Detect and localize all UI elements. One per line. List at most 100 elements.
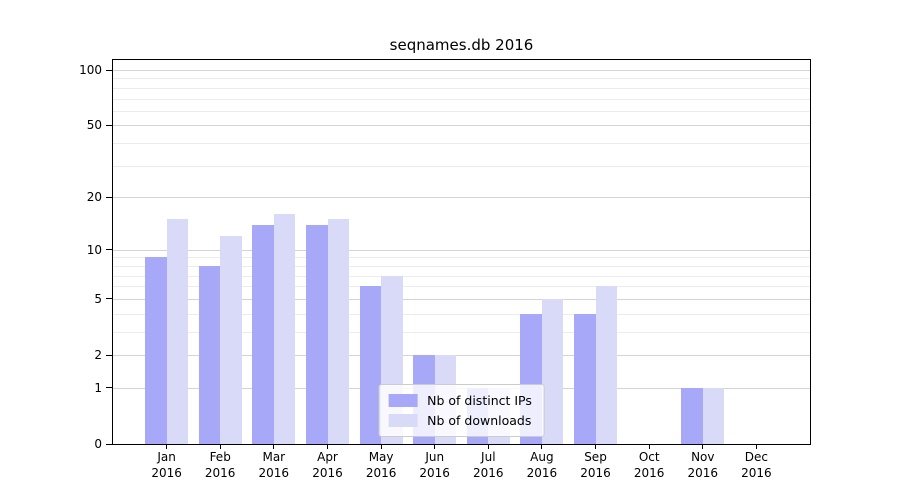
bar-nb-of-distinct-ips-nov: [681, 387, 703, 444]
y-tick-50: [106, 124, 112, 126]
plot-area: Nb of distinct IPs Nb of downloads: [112, 59, 811, 445]
x-tick-mar: [273, 444, 275, 449]
x-tick-month: May: [368, 450, 394, 464]
bar-nb-of-distinct-ips-may: [359, 286, 382, 444]
x-tick-label-nov: Nov 2016: [667, 449, 739, 481]
bar-nb-of-downloads-jan: [166, 219, 189, 444]
y-tick-0: [106, 443, 112, 445]
bar-nb-of-distinct-ips-feb: [198, 265, 221, 444]
x-tick-apr: [327, 444, 328, 449]
bar-nb-of-distinct-ips-jan: [145, 257, 167, 444]
x-tick-dec: [755, 444, 757, 449]
gridline-minor-7: [113, 275, 810, 277]
gridline-minor-60: [113, 110, 810, 112]
legend: Nb of distinct IPs Nb of downloads: [378, 384, 545, 437]
y-tick-5: [106, 298, 112, 300]
x-tick-jul: [487, 444, 489, 449]
gridline-major-20: [113, 197, 810, 199]
x-tick-month: Dec: [744, 450, 768, 464]
x-tick-month: Jan: [157, 450, 176, 464]
x-tick-label-feb: Feb 2016: [184, 449, 256, 481]
x-tick-month: Jun: [425, 450, 445, 464]
x-tick-aug: [541, 444, 543, 449]
gridline-minor-80: [113, 87, 810, 89]
y-tick-label-20: 20: [86, 190, 102, 205]
bar-nb-of-downloads-sep: [595, 286, 617, 444]
bar-nb-of-downloads-aug: [541, 298, 564, 444]
x-tick-year: 2016: [258, 466, 290, 480]
x-tick-year: 2016: [204, 466, 236, 480]
x-tick-label-aug: Aug 2016: [506, 449, 578, 481]
x-tick-month: Apr: [317, 450, 338, 464]
legend-entry-downloads: Nb of downloads: [388, 411, 532, 430]
bar-nb-of-distinct-ips-mar: [252, 224, 274, 444]
x-tick-year: 2016: [473, 466, 504, 480]
x-tick-label-jul: Jul 2016: [452, 449, 524, 481]
x-tick-year: 2016: [365, 466, 397, 480]
x-tick-year: 2016: [580, 466, 611, 480]
x-tick-oct: [648, 444, 650, 449]
y-tick-label-0: 0: [94, 437, 102, 451]
gridline-major-10: [113, 249, 810, 251]
x-tick-year: 2016: [526, 466, 558, 480]
gridline-major-5: [113, 298, 810, 300]
y-tick-label-5: 5: [94, 291, 102, 306]
x-tick-nov: [702, 444, 704, 449]
x-tick-month: Sep: [584, 450, 607, 464]
x-tick-feb: [219, 444, 221, 449]
legend-label-downloads: Nb of downloads: [427, 413, 532, 428]
x-tick-month: Oct: [638, 450, 660, 464]
bar-nb-of-downloads-nov: [702, 387, 725, 444]
x-tick-jun: [434, 444, 436, 449]
x-tick-label-oct: Oct 2016: [613, 449, 685, 481]
x-tick-year: 2016: [741, 466, 772, 480]
gridline-minor-9: [113, 257, 810, 259]
x-tick-label-apr: Apr 2016: [292, 449, 364, 481]
legend-entry-distinct-ips: Nb of distinct IPs: [388, 391, 532, 410]
x-tick-year: 2016: [312, 466, 343, 480]
x-tick-label-jun: Jun 2016: [399, 449, 471, 481]
gridline-minor-40: [113, 143, 810, 145]
y-tick-20: [106, 196, 112, 198]
gridline-minor-70: [113, 98, 810, 100]
x-tick-label-sep: Sep 2016: [560, 449, 632, 481]
bar-nb-of-downloads-mar: [273, 214, 296, 444]
y-tick-label-50: 50: [86, 118, 102, 133]
gridline-minor-3: [113, 331, 810, 333]
gridline-major-50: [113, 125, 810, 127]
gridline-minor-90: [113, 78, 810, 80]
bar-nb-of-downloads-apr: [327, 219, 349, 444]
y-tick-label-10: 10: [86, 242, 102, 257]
x-tick-month: Aug: [530, 450, 554, 464]
x-tick-label-mar: Mar 2016: [238, 449, 310, 481]
y-tick-label-100: 100: [79, 63, 102, 77]
y-tick-1: [106, 387, 112, 389]
x-tick-label-dec: Dec 2016: [720, 449, 792, 481]
chart-title: seqnames.db 2016: [389, 36, 534, 54]
gridline-minor-4: [113, 313, 810, 315]
x-tick-may: [380, 444, 382, 449]
x-tick-year: 2016: [151, 466, 182, 480]
legend-swatch-distinct-ips: [388, 394, 418, 407]
bar-nb-of-distinct-ips-apr: [306, 224, 328, 444]
y-tick-100: [106, 69, 112, 71]
y-tick-label-2: 2: [94, 348, 102, 362]
x-tick-year: 2016: [687, 466, 719, 480]
x-tick-year: 2016: [419, 466, 450, 480]
gridline-minor-30: [113, 165, 810, 167]
y-tick-2: [106, 354, 112, 356]
legend-label-distinct-ips: Nb of distinct IPs: [427, 393, 532, 408]
legend-swatch-downloads: [388, 414, 418, 427]
bar-nb-of-distinct-ips-sep: [574, 313, 596, 444]
gridline-major-2: [113, 355, 810, 356]
gridline-major-100: [113, 70, 810, 71]
gridline-minor-8: [113, 265, 810, 267]
x-tick-jan: [166, 444, 168, 449]
x-tick-month: Jul: [481, 450, 496, 464]
x-tick-month: Nov: [691, 450, 715, 464]
x-tick-month: Feb: [209, 450, 231, 464]
x-tick-year: 2016: [633, 466, 665, 480]
y-tick-label-1: 1: [94, 380, 102, 395]
y-tick-10: [106, 249, 112, 251]
